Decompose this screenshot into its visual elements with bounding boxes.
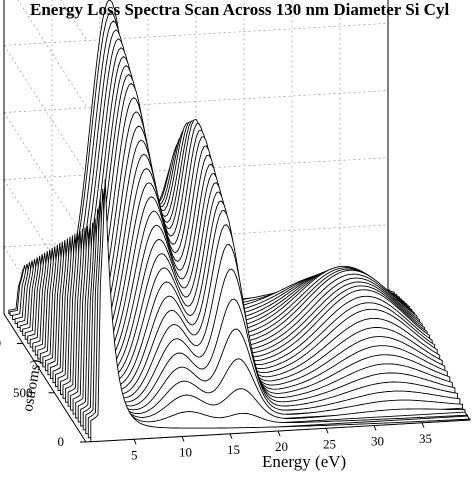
x-tick-label: 20: [275, 439, 288, 454]
side-grid-horizontal: [17, 0, 87, 107]
side-grid-horizontal: [60, 0, 87, 40]
x-tick-label: 10: [179, 445, 192, 460]
spectrum-line: [90, 179, 471, 443]
back-grid-horizontal: [3, 90, 389, 113]
x-axis-ticks: 5 10 15 20 25 30 35: [131, 422, 432, 462]
y-tick-label: 000: [0, 336, 1, 351]
depth-axis-line: [3, 313, 87, 443]
x-tick-label: 30: [371, 434, 384, 449]
x-tick-label: 35: [419, 431, 432, 446]
x-tick-label: 25: [323, 436, 336, 451]
x-tick-label: 5: [131, 447, 138, 462]
x-axis-label: Energy (eV): [262, 452, 347, 471]
x-tick-mark: [181, 436, 185, 442]
side-grid-horizontal: [3, 112, 87, 241]
side-grid-horizontal: [3, 45, 87, 174]
y-tick-label: 0: [58, 434, 65, 449]
y-axis-ticks: 0 500 000: [0, 336, 86, 449]
spectra-series: [8, 0, 471, 443]
back-grid-horizontal: [3, 22, 389, 46]
back-grid-horizontal: [3, 157, 389, 181]
x-tick-mark: [277, 430, 281, 437]
spectrum-line: [80, 218, 461, 427]
x-tick-mark: [421, 422, 425, 428]
x-tick-mark: [133, 439, 137, 445]
chart-title: Energy Loss Spectra Scan Across 130 nm D…: [30, 0, 450, 19]
x-tick-label: 15: [227, 442, 240, 457]
x-tick-mark: [373, 425, 377, 431]
back-grid-horizontal: [3, 224, 389, 248]
x-tick-mark: [229, 433, 233, 439]
x-tick-mark: [325, 428, 329, 434]
y-tick-label: 500: [13, 385, 33, 400]
